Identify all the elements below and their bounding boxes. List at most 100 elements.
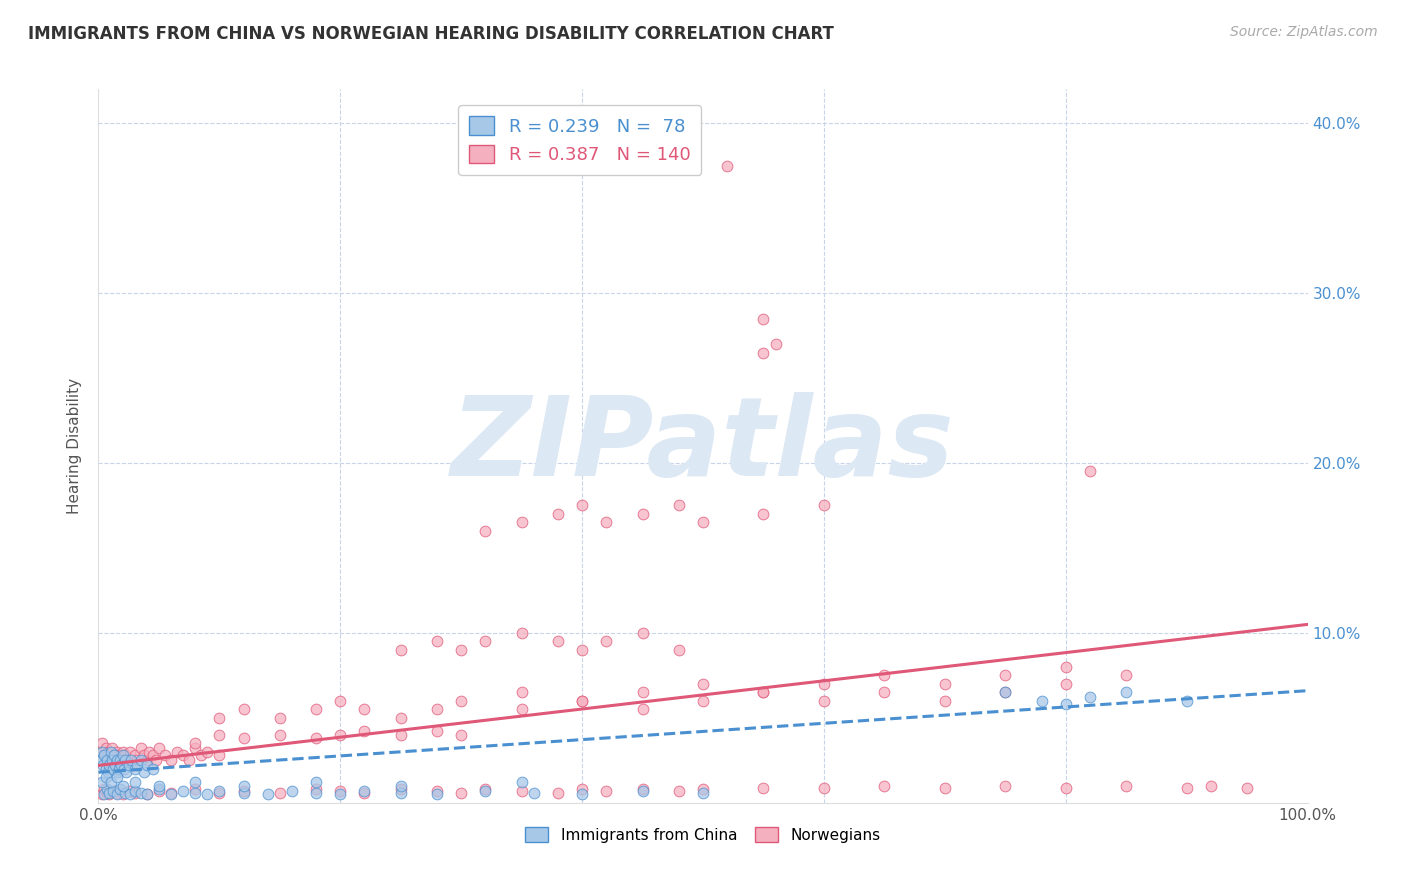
Point [135, 753, 157, 767]
Point [105, 770, 128, 784]
Point [96, 753, 118, 767]
Point [353, 784, 375, 798]
Point [104, 758, 127, 772]
Point [111, 745, 134, 759]
Point [994, 779, 1017, 793]
Point [134, 765, 156, 780]
Point [668, 643, 690, 657]
Point [994, 668, 1017, 682]
Point [1115, 685, 1137, 699]
Point [91, 745, 114, 759]
Point [208, 748, 231, 763]
Point [450, 786, 472, 800]
Point [450, 728, 472, 742]
Point [1199, 779, 1222, 793]
Point [934, 694, 956, 708]
Point [631, 685, 654, 699]
Point [232, 702, 254, 716]
Point [100, 745, 122, 759]
Point [148, 741, 170, 756]
Point [752, 311, 775, 326]
Point [110, 758, 132, 772]
Point [117, 753, 139, 767]
Point [101, 784, 124, 798]
Point [631, 507, 654, 521]
Point [1054, 780, 1077, 795]
Point [135, 787, 157, 801]
Point [103, 748, 125, 763]
Point [389, 728, 412, 742]
Point [94, 770, 117, 784]
Point [281, 784, 304, 798]
Point [129, 786, 152, 800]
Point [1175, 694, 1198, 708]
Point [631, 782, 654, 797]
Point [571, 694, 593, 708]
Point [208, 786, 231, 800]
Point [1115, 779, 1137, 793]
Point [1054, 660, 1077, 674]
Point [994, 685, 1017, 699]
Point [129, 753, 152, 767]
Point [571, 643, 593, 657]
Point [91, 775, 114, 789]
Point [108, 758, 131, 772]
Point [124, 748, 146, 763]
Point [114, 748, 136, 763]
Point [93, 787, 115, 801]
Point [105, 787, 128, 801]
Text: IMMIGRANTS FROM CHINA VS NORWEGIAN HEARING DISABILITY CORRELATION CHART: IMMIGRANTS FROM CHINA VS NORWEGIAN HEARI… [28, 25, 834, 43]
Point [474, 524, 496, 538]
Point [107, 765, 129, 780]
Point [118, 745, 141, 759]
Point [148, 779, 170, 793]
Point [523, 786, 546, 800]
Point [510, 784, 533, 798]
Point [104, 758, 127, 772]
Point [752, 345, 775, 359]
Point [129, 741, 152, 756]
Point [114, 753, 136, 767]
Point [111, 779, 134, 793]
Point [305, 731, 328, 746]
Point [127, 758, 149, 772]
Point [692, 694, 714, 708]
Point [208, 728, 231, 742]
Point [668, 784, 690, 798]
Point [305, 782, 328, 797]
Point [142, 762, 165, 776]
Point [112, 762, 135, 776]
Point [93, 748, 115, 763]
Point [873, 668, 896, 682]
Point [994, 685, 1017, 699]
Point [195, 745, 218, 759]
Point [118, 758, 141, 772]
Point [124, 784, 146, 798]
Point [571, 694, 593, 708]
Point [547, 634, 569, 648]
Point [111, 748, 134, 763]
Point [752, 685, 775, 699]
Point [510, 702, 533, 716]
Point [98, 758, 121, 772]
Point [353, 786, 375, 800]
Point [91, 758, 114, 772]
Point [1115, 668, 1137, 682]
Point [813, 780, 835, 795]
Point [934, 677, 956, 691]
Point [184, 786, 207, 800]
Point [101, 784, 124, 798]
Point [98, 787, 121, 801]
Point [111, 787, 134, 801]
Point [631, 702, 654, 716]
Point [426, 787, 449, 801]
Point [232, 731, 254, 746]
Point [118, 784, 141, 798]
Point [135, 758, 157, 772]
Point [135, 787, 157, 801]
Point [305, 775, 328, 789]
Point [138, 745, 160, 759]
Point [353, 724, 375, 739]
Point [100, 753, 122, 767]
Point [269, 786, 291, 800]
